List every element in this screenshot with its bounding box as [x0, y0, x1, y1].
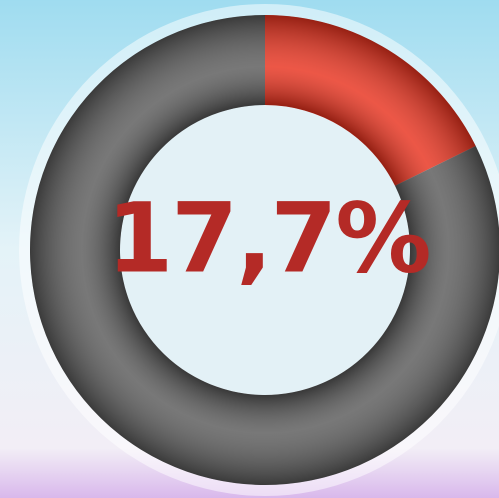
center-label: 17,7% [106, 182, 429, 294]
